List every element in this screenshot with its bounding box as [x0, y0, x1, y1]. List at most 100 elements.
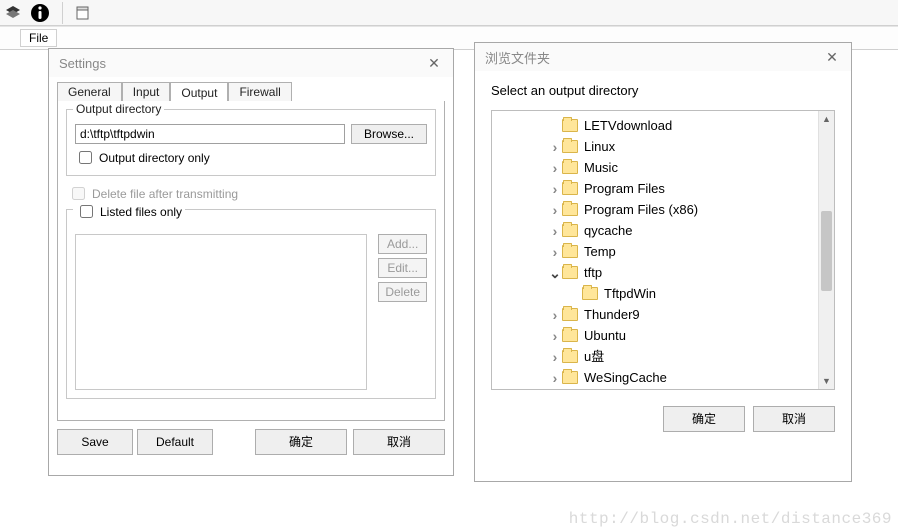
tree-item-label: u盘: [584, 347, 604, 367]
scroll-down-icon[interactable]: ▼: [819, 373, 834, 389]
delete-button: Delete: [378, 282, 427, 302]
browse-cancel-button[interactable]: 取消: [753, 406, 835, 432]
tree-item-label: Program Files: [584, 179, 665, 199]
default-button[interactable]: Default: [137, 429, 213, 455]
settings-dialog: Settings ✕ General Input Output Firewall…: [48, 48, 454, 476]
settings-tab-body: Output directory Browse... Output direct…: [57, 101, 445, 421]
tree-item[interactable]: › Linux: [492, 136, 834, 157]
delete-after-label: Delete file after transmitting: [92, 187, 238, 201]
folder-icon: [562, 203, 578, 216]
chevron-right-icon[interactable]: ›: [548, 137, 562, 157]
stack-icon[interactable]: [4, 4, 22, 22]
tree-item[interactable]: › WeSingCache: [492, 367, 834, 388]
browse-prompt: Select an output directory: [475, 71, 851, 106]
tree-item[interactable]: › qycache: [492, 220, 834, 241]
tree-item-label: Program Files (x86): [584, 200, 698, 220]
settings-tabs: General Input Output Firewall: [57, 79, 445, 101]
settings-title: Settings: [59, 56, 106, 71]
tab-input[interactable]: Input: [122, 82, 171, 101]
output-directory-group: Output directory Browse... Output direct…: [66, 109, 436, 176]
tree-item-label: qycache: [584, 221, 632, 241]
info-icon[interactable]: [30, 3, 50, 23]
folder-icon: [562, 329, 578, 342]
output-only-checkbox-row[interactable]: Output directory only: [75, 148, 427, 167]
tab-output[interactable]: Output: [170, 82, 228, 102]
tree-item-label: tftp: [584, 263, 602, 283]
tree-item-label: Temp: [584, 242, 616, 262]
settings-ok-button[interactable]: 确定: [255, 429, 347, 455]
add-button: Add...: [378, 234, 427, 254]
folder-tree-container: LETVdownload › Linux › Music › Program Files › P…: [491, 110, 835, 390]
output-path-input[interactable]: [75, 124, 345, 144]
listed-files-list: [75, 234, 367, 390]
listed-files-checkbox-row[interactable]: Listed files only: [76, 202, 182, 221]
tree-item-label: WeSingCache: [584, 368, 667, 388]
tree-item[interactable]: › Program Files: [492, 178, 834, 199]
chevron-right-icon[interactable]: ›: [548, 179, 562, 199]
doc-icon[interactable]: [75, 5, 91, 21]
chevron-right-icon[interactable]: ›: [548, 305, 562, 325]
scrollbar-thumb[interactable]: [821, 211, 832, 291]
tree-item-label: LETVdownload: [584, 116, 672, 136]
output-only-checkbox[interactable]: [79, 151, 92, 164]
scroll-up-icon[interactable]: ▲: [819, 111, 834, 127]
tree-item-label: TftpdWin: [604, 284, 656, 304]
tree-item[interactable]: TftpdWin: [492, 283, 834, 304]
listed-files-label: Listed files only: [100, 205, 182, 219]
close-icon[interactable]: ✕: [819, 47, 845, 67]
watermark-text: http://blog.csdn.net/distance369: [569, 510, 892, 528]
settings-footer: Save Default 确定 取消: [57, 429, 445, 455]
save-button[interactable]: Save: [57, 429, 133, 455]
close-icon[interactable]: ✕: [421, 53, 447, 73]
tree-item[interactable]: › Ubuntu: [492, 325, 834, 346]
tree-item-label: Thunder9: [584, 305, 640, 325]
folder-icon: [562, 161, 578, 174]
chevron-right-icon[interactable]: ›: [548, 242, 562, 262]
column-header-file[interactable]: File: [20, 29, 57, 47]
folder-icon: [562, 308, 578, 321]
output-directory-legend: Output directory: [73, 102, 164, 116]
browse-ok-button[interactable]: 确定: [663, 406, 745, 432]
tab-general[interactable]: General: [57, 82, 122, 101]
settings-cancel-button[interactable]: 取消: [353, 429, 445, 455]
tree-item[interactable]: › Music: [492, 157, 834, 178]
tab-firewall[interactable]: Firewall: [228, 82, 291, 101]
browse-button[interactable]: Browse...: [351, 124, 427, 144]
listed-files-checkbox[interactable]: [80, 205, 93, 218]
edit-button: Edit...: [378, 258, 427, 278]
chevron-right-icon[interactable]: ›: [548, 347, 562, 367]
delete-after-checkbox-row: Delete file after transmitting: [68, 184, 436, 203]
browse-title: 浏览文件夹: [485, 48, 550, 67]
tree-item-label: Ubuntu: [584, 326, 626, 346]
folder-icon: [562, 371, 578, 384]
folder-icon: [562, 119, 578, 132]
chevron-right-icon[interactable]: ›: [548, 221, 562, 241]
listed-files-group: Listed files only Add... Edit... Delete: [66, 209, 436, 399]
settings-titlebar: Settings ✕: [49, 49, 453, 77]
folder-tree[interactable]: LETVdownload › Linux › Music › Program Files › P…: [492, 111, 834, 389]
folder-icon: [562, 224, 578, 237]
browse-footer: 确定 取消: [475, 398, 851, 444]
chevron-right-icon[interactable]: ›: [548, 200, 562, 220]
tree-item-label: Music: [584, 158, 618, 178]
output-only-label: Output directory only: [99, 151, 210, 165]
folder-icon: [582, 287, 598, 300]
browse-titlebar: 浏览文件夹 ✕: [475, 43, 851, 71]
folder-icon: [562, 140, 578, 153]
chevron-down-icon[interactable]: ⌄: [548, 263, 562, 283]
tree-item[interactable]: › u盘: [492, 346, 834, 367]
folder-icon: [562, 266, 578, 279]
toolbar-separator: [62, 2, 63, 24]
chevron-right-icon[interactable]: ›: [548, 326, 562, 346]
chevron-right-icon[interactable]: ›: [548, 368, 562, 388]
tree-item[interactable]: › Thunder9: [492, 304, 834, 325]
tree-item[interactable]: › Temp: [492, 241, 834, 262]
browse-folder-dialog: 浏览文件夹 ✕ Select an output directory LETVd…: [474, 42, 852, 482]
tree-item-label: Linux: [584, 137, 615, 157]
tree-item[interactable]: › Program Files (x86): [492, 199, 834, 220]
main-toolbar: [0, 0, 898, 26]
tree-item[interactable]: ⌄ tftp: [492, 262, 834, 283]
scrollbar[interactable]: ▲ ▼: [818, 111, 834, 389]
tree-item[interactable]: LETVdownload: [492, 115, 834, 136]
chevron-right-icon[interactable]: ›: [548, 158, 562, 178]
